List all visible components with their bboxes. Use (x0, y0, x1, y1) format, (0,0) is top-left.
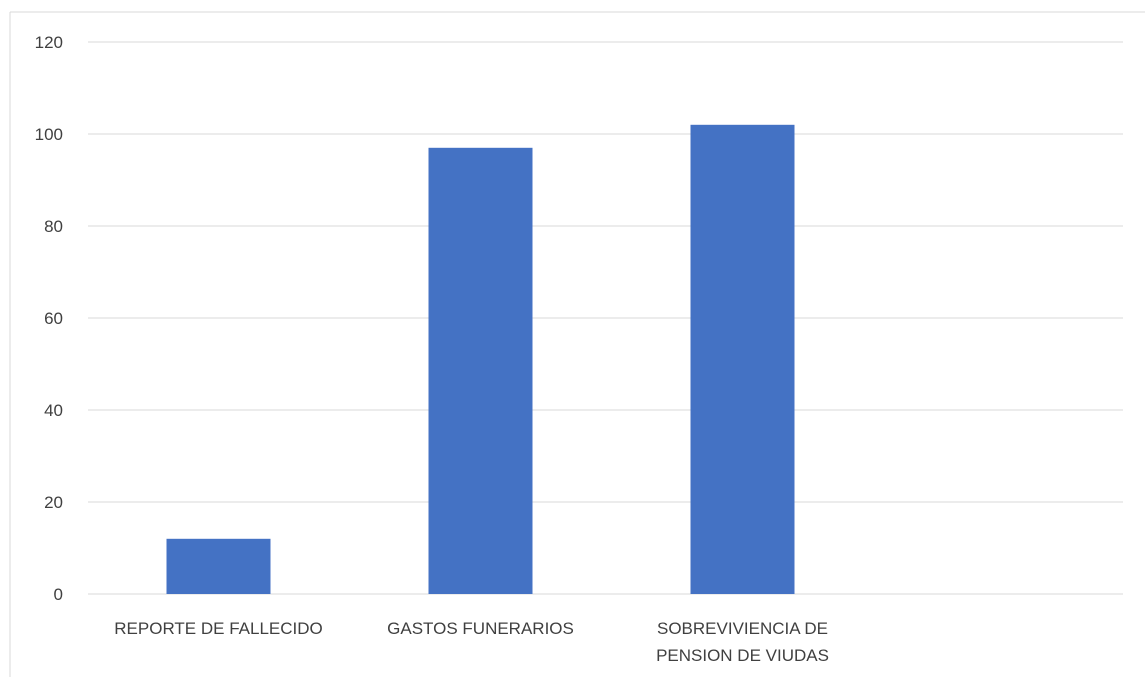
x-category-label-1: REPORTE DE FALLECIDO (114, 619, 322, 638)
y-tick-label-60: 60 (44, 309, 63, 328)
bar-2 (428, 147, 533, 595)
x-category-label-line: PENSION DE VIUDAS (656, 646, 829, 665)
x-category-label-line: GASTOS FUNERARIOS (387, 619, 574, 638)
y-tick-label-40: 40 (44, 401, 63, 420)
y-tick-label-0: 0 (54, 585, 63, 604)
y-tick-label-100: 100 (35, 125, 63, 144)
x-category-label-2: GASTOS FUNERARIOS (387, 619, 574, 638)
bar-3 (690, 124, 795, 595)
x-category-label-line: REPORTE DE FALLECIDO (114, 619, 322, 638)
y-tick-label-80: 80 (44, 217, 63, 236)
x-category-label-3: SOBREVIVIENCIA DE PENSION DE VIUDAS (656, 619, 829, 665)
y-tick-label-20: 20 (44, 493, 63, 512)
x-category-label-line: SOBREVIVIENCIA DE (657, 619, 828, 638)
y-tick-label-120: 120 (35, 33, 63, 52)
bar-1 (166, 538, 271, 594)
